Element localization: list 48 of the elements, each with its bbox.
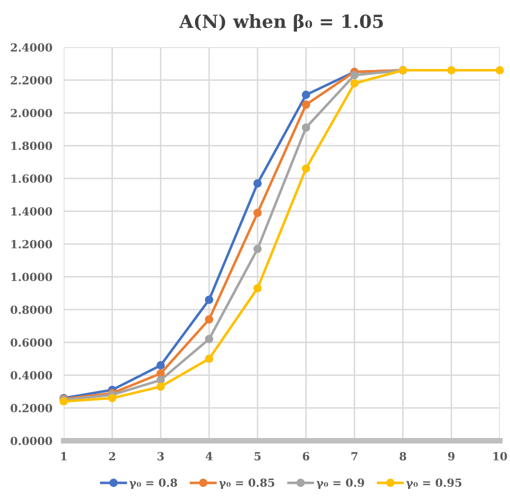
point (204, 315, 214, 324)
chart-title: A(N) when β₀ = 1.05 (179, 14, 383, 32)
y-tick-label: 1.0000 (11, 272, 52, 282)
point (156, 376, 165, 384)
point (108, 394, 116, 402)
y-tick-label: 0.6000 (10, 338, 52, 347)
x-tick-label: 2 (109, 452, 116, 460)
legend-label: γ₀ = 0.8 (129, 478, 178, 490)
y-tick-label: 2.2000 (10, 76, 52, 84)
point (302, 90, 310, 100)
y-tick-label: 2.4000 (10, 43, 52, 52)
y-tick-label: 0.0000 (10, 436, 52, 446)
x-tick-label: 10 (493, 452, 508, 460)
point (350, 79, 359, 88)
legend-label: γ₀ = 0.9 (316, 478, 364, 490)
legend-label: γ₀ = 0.85 (219, 478, 274, 490)
x-tick-label: 4 (206, 452, 213, 460)
point (302, 164, 310, 173)
y-tick-label: 0.8000 (10, 306, 52, 314)
x-tick-label: 3 (158, 452, 164, 460)
point (253, 284, 262, 292)
point (253, 244, 262, 254)
x-tick-label: 9 (448, 452, 455, 460)
point (156, 382, 165, 391)
point (204, 334, 214, 344)
y-tick-label: 1.4000 (11, 207, 52, 216)
y-tick-label: 0.2000 (10, 404, 52, 412)
point (156, 361, 165, 370)
x-tick-label: 7 (351, 452, 358, 460)
y-tick-label: 1.2000 (11, 240, 52, 248)
point (302, 123, 310, 132)
y-tick-label: 2.0000 (10, 108, 52, 118)
point (204, 354, 214, 363)
x-tick-label: 1 (61, 452, 67, 460)
x-tick-label: 8 (400, 452, 406, 460)
y-tick-label: 1.6000 (11, 174, 52, 183)
point (496, 66, 504, 74)
y-tick-label: 1.8000 (11, 142, 52, 150)
y-tick-label: 0.4000 (10, 371, 52, 380)
point (302, 100, 310, 109)
x-tick-label: 5 (254, 452, 261, 460)
point (447, 66, 456, 74)
point (350, 71, 359, 80)
point (253, 179, 262, 188)
point (253, 208, 262, 218)
x-tick-label: 6 (302, 452, 310, 460)
point (204, 296, 214, 304)
legend-label: γ₀ = 0.95 (406, 478, 462, 490)
